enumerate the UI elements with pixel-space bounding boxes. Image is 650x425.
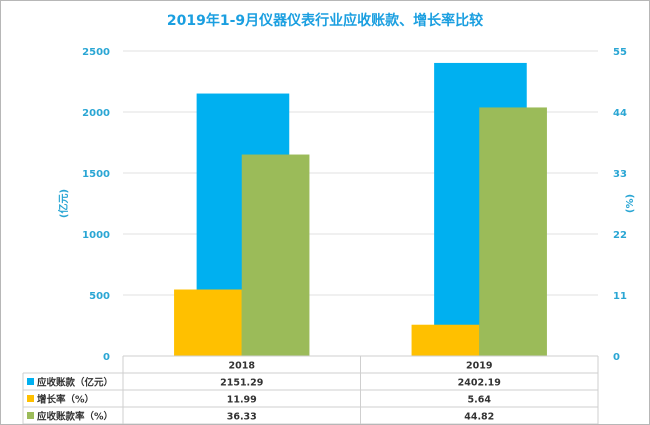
y-tick-label-right: 33 [613, 169, 627, 180]
bar-receivables-rate [479, 107, 547, 356]
y-axis-title-right: (%) [625, 194, 636, 213]
bar-receivables-rate [241, 154, 310, 356]
legend-swatch [27, 412, 34, 419]
legend-swatch [27, 378, 34, 385]
y-tick-label-right: 44 [613, 108, 627, 119]
data-table-value: 2402.19 [458, 378, 501, 389]
y-tick-label-left: 2500 [82, 47, 110, 58]
y-tick-label-left: 1000 [82, 230, 110, 241]
y-tick-label-right: 22 [613, 230, 627, 241]
category-label: 2018 [229, 361, 256, 372]
y-axis-title-left: (亿元) [57, 189, 70, 218]
chart-title: 2019年1-9月仪器仪表行业应收账款、增长率比较 [166, 13, 484, 29]
y-tick-label-left: 1500 [82, 169, 110, 180]
category-label: 2019 [466, 361, 492, 372]
data-table-value: 44.82 [464, 412, 494, 423]
data-table-value: 5.64 [468, 395, 492, 406]
legend-label: 应收账款（亿元） [37, 377, 113, 389]
y-tick-label-left: 2000 [82, 108, 110, 119]
data-table-value: 2151.29 [220, 378, 263, 389]
data-table-value: 36.33 [227, 412, 257, 423]
y-tick-label-left: 500 [89, 291, 110, 302]
y-tick-label-right: 11 [613, 291, 627, 302]
legend-label: 增长率（%） [37, 394, 94, 406]
bar-growth-rate [411, 324, 480, 356]
legend-swatch [27, 395, 34, 402]
bar-growth-rate [174, 289, 242, 356]
y-tick-label-right: 55 [613, 47, 627, 58]
y-tick-label-right: 0 [613, 352, 620, 363]
legend-label: 应收账款率（%） [37, 411, 113, 423]
data-table-value: 11.99 [227, 395, 257, 406]
y-tick-label-left: 0 [103, 352, 110, 363]
